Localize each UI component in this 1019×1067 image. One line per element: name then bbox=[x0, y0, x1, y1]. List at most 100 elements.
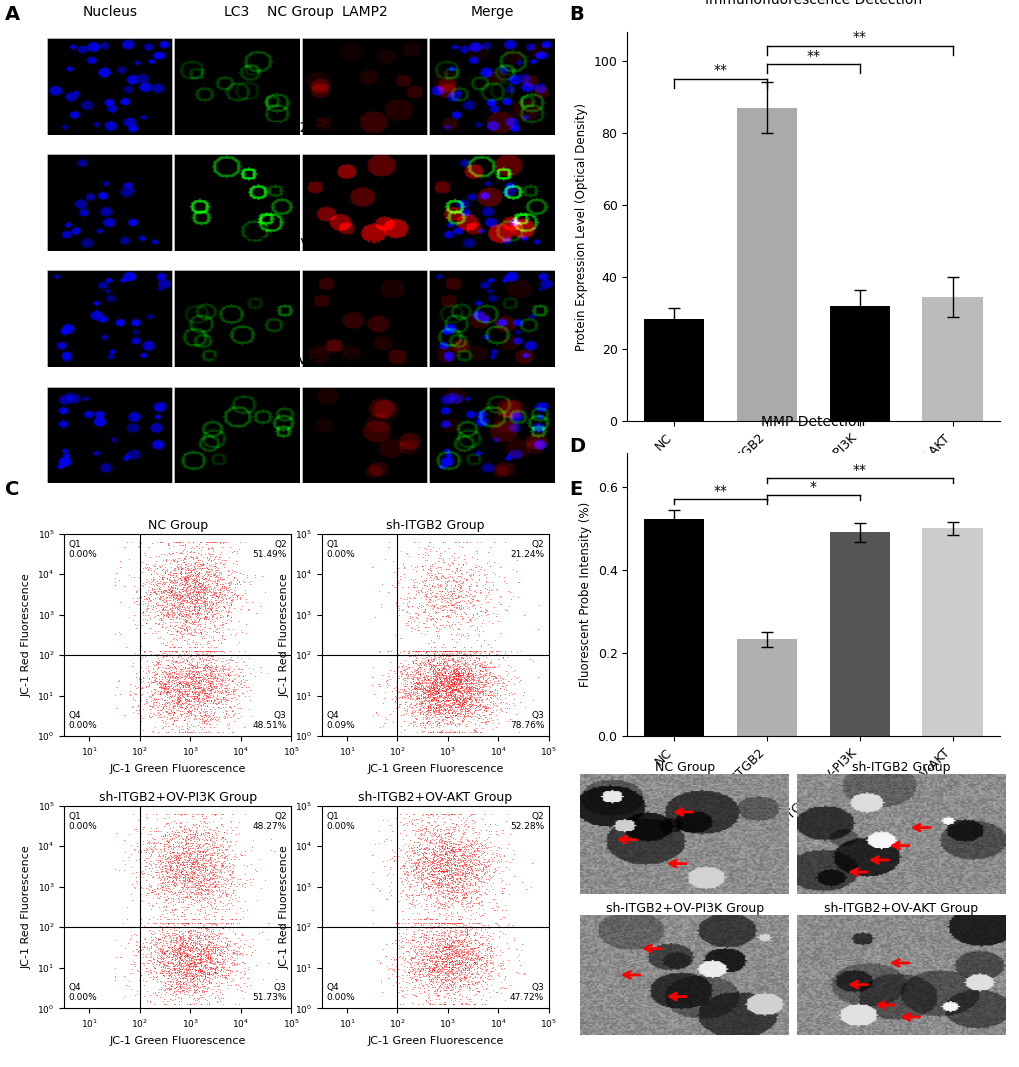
Point bbox=[461, 683, 477, 700]
Point bbox=[447, 659, 464, 676]
Point bbox=[422, 682, 438, 699]
Point bbox=[430, 960, 446, 977]
Point bbox=[468, 946, 484, 964]
Point bbox=[431, 665, 447, 682]
Point bbox=[151, 706, 167, 723]
Point bbox=[437, 821, 453, 838]
Point bbox=[171, 586, 187, 603]
Point bbox=[215, 860, 231, 877]
Point bbox=[170, 854, 186, 871]
Point bbox=[166, 575, 182, 592]
Point bbox=[162, 643, 178, 660]
Point bbox=[164, 976, 180, 993]
Point bbox=[202, 665, 218, 682]
Point bbox=[121, 826, 138, 843]
Point bbox=[453, 575, 470, 592]
Point bbox=[164, 552, 180, 569]
Point bbox=[162, 688, 178, 705]
Point bbox=[179, 914, 196, 931]
Point bbox=[201, 928, 217, 945]
Point bbox=[214, 626, 230, 643]
Point bbox=[499, 583, 516, 600]
Point bbox=[423, 586, 439, 603]
Point bbox=[436, 543, 452, 560]
Point bbox=[170, 687, 186, 704]
Point bbox=[143, 561, 159, 578]
Point bbox=[202, 846, 218, 863]
Point bbox=[459, 703, 475, 720]
Point bbox=[214, 835, 230, 853]
Point bbox=[185, 660, 202, 678]
Point bbox=[207, 566, 223, 583]
Point bbox=[175, 965, 192, 982]
Point bbox=[427, 696, 443, 713]
Point bbox=[127, 869, 144, 886]
Point bbox=[457, 847, 473, 864]
Point bbox=[204, 856, 220, 873]
Point bbox=[421, 642, 437, 659]
Point bbox=[469, 694, 485, 711]
Point bbox=[197, 956, 213, 973]
Point bbox=[450, 953, 467, 970]
Point bbox=[195, 847, 211, 864]
Point bbox=[468, 957, 484, 974]
Point bbox=[443, 872, 460, 889]
Point bbox=[405, 960, 421, 977]
Point bbox=[180, 821, 197, 838]
Point bbox=[195, 817, 211, 834]
Point bbox=[425, 843, 441, 860]
Point bbox=[453, 610, 470, 627]
Point bbox=[190, 697, 206, 714]
Point bbox=[453, 650, 470, 667]
Point bbox=[471, 872, 487, 889]
Point bbox=[180, 871, 197, 888]
Point bbox=[186, 564, 203, 582]
Point bbox=[191, 583, 207, 600]
Point bbox=[237, 945, 254, 962]
Point bbox=[174, 957, 191, 974]
Point bbox=[450, 696, 467, 713]
Point bbox=[174, 981, 191, 998]
Point bbox=[167, 901, 183, 918]
Point bbox=[426, 674, 442, 691]
Point bbox=[475, 859, 491, 876]
Point bbox=[187, 877, 204, 894]
Point bbox=[194, 557, 210, 574]
Point bbox=[466, 862, 482, 879]
Point bbox=[462, 688, 478, 705]
Point bbox=[444, 682, 461, 699]
Point bbox=[453, 695, 470, 712]
Point bbox=[433, 832, 449, 849]
Point bbox=[214, 858, 230, 875]
Point bbox=[412, 934, 428, 951]
Point bbox=[182, 950, 199, 967]
Point bbox=[474, 856, 490, 873]
Point bbox=[165, 970, 181, 987]
Point bbox=[154, 583, 170, 600]
Point bbox=[457, 867, 473, 885]
Point bbox=[442, 573, 459, 590]
Point bbox=[457, 956, 473, 973]
Point bbox=[480, 944, 496, 961]
Point bbox=[141, 675, 157, 692]
Point bbox=[407, 964, 423, 981]
Point bbox=[187, 647, 204, 664]
Point bbox=[173, 669, 190, 686]
Point bbox=[205, 861, 221, 878]
Point bbox=[145, 659, 161, 676]
Point bbox=[213, 576, 229, 593]
Point bbox=[246, 990, 262, 1007]
Point bbox=[201, 914, 217, 931]
Point bbox=[207, 665, 223, 682]
Title: sh-ITGB2+OV-AKT Group: sh-ITGB2+OV-AKT Group bbox=[823, 902, 977, 914]
Point bbox=[178, 685, 195, 702]
Point bbox=[426, 684, 442, 701]
Point bbox=[198, 723, 214, 740]
Point bbox=[180, 978, 197, 996]
Point bbox=[417, 874, 433, 891]
Point bbox=[387, 810, 404, 827]
Point bbox=[441, 619, 458, 636]
Point bbox=[145, 694, 161, 711]
Point bbox=[173, 856, 190, 873]
Point bbox=[467, 861, 483, 878]
